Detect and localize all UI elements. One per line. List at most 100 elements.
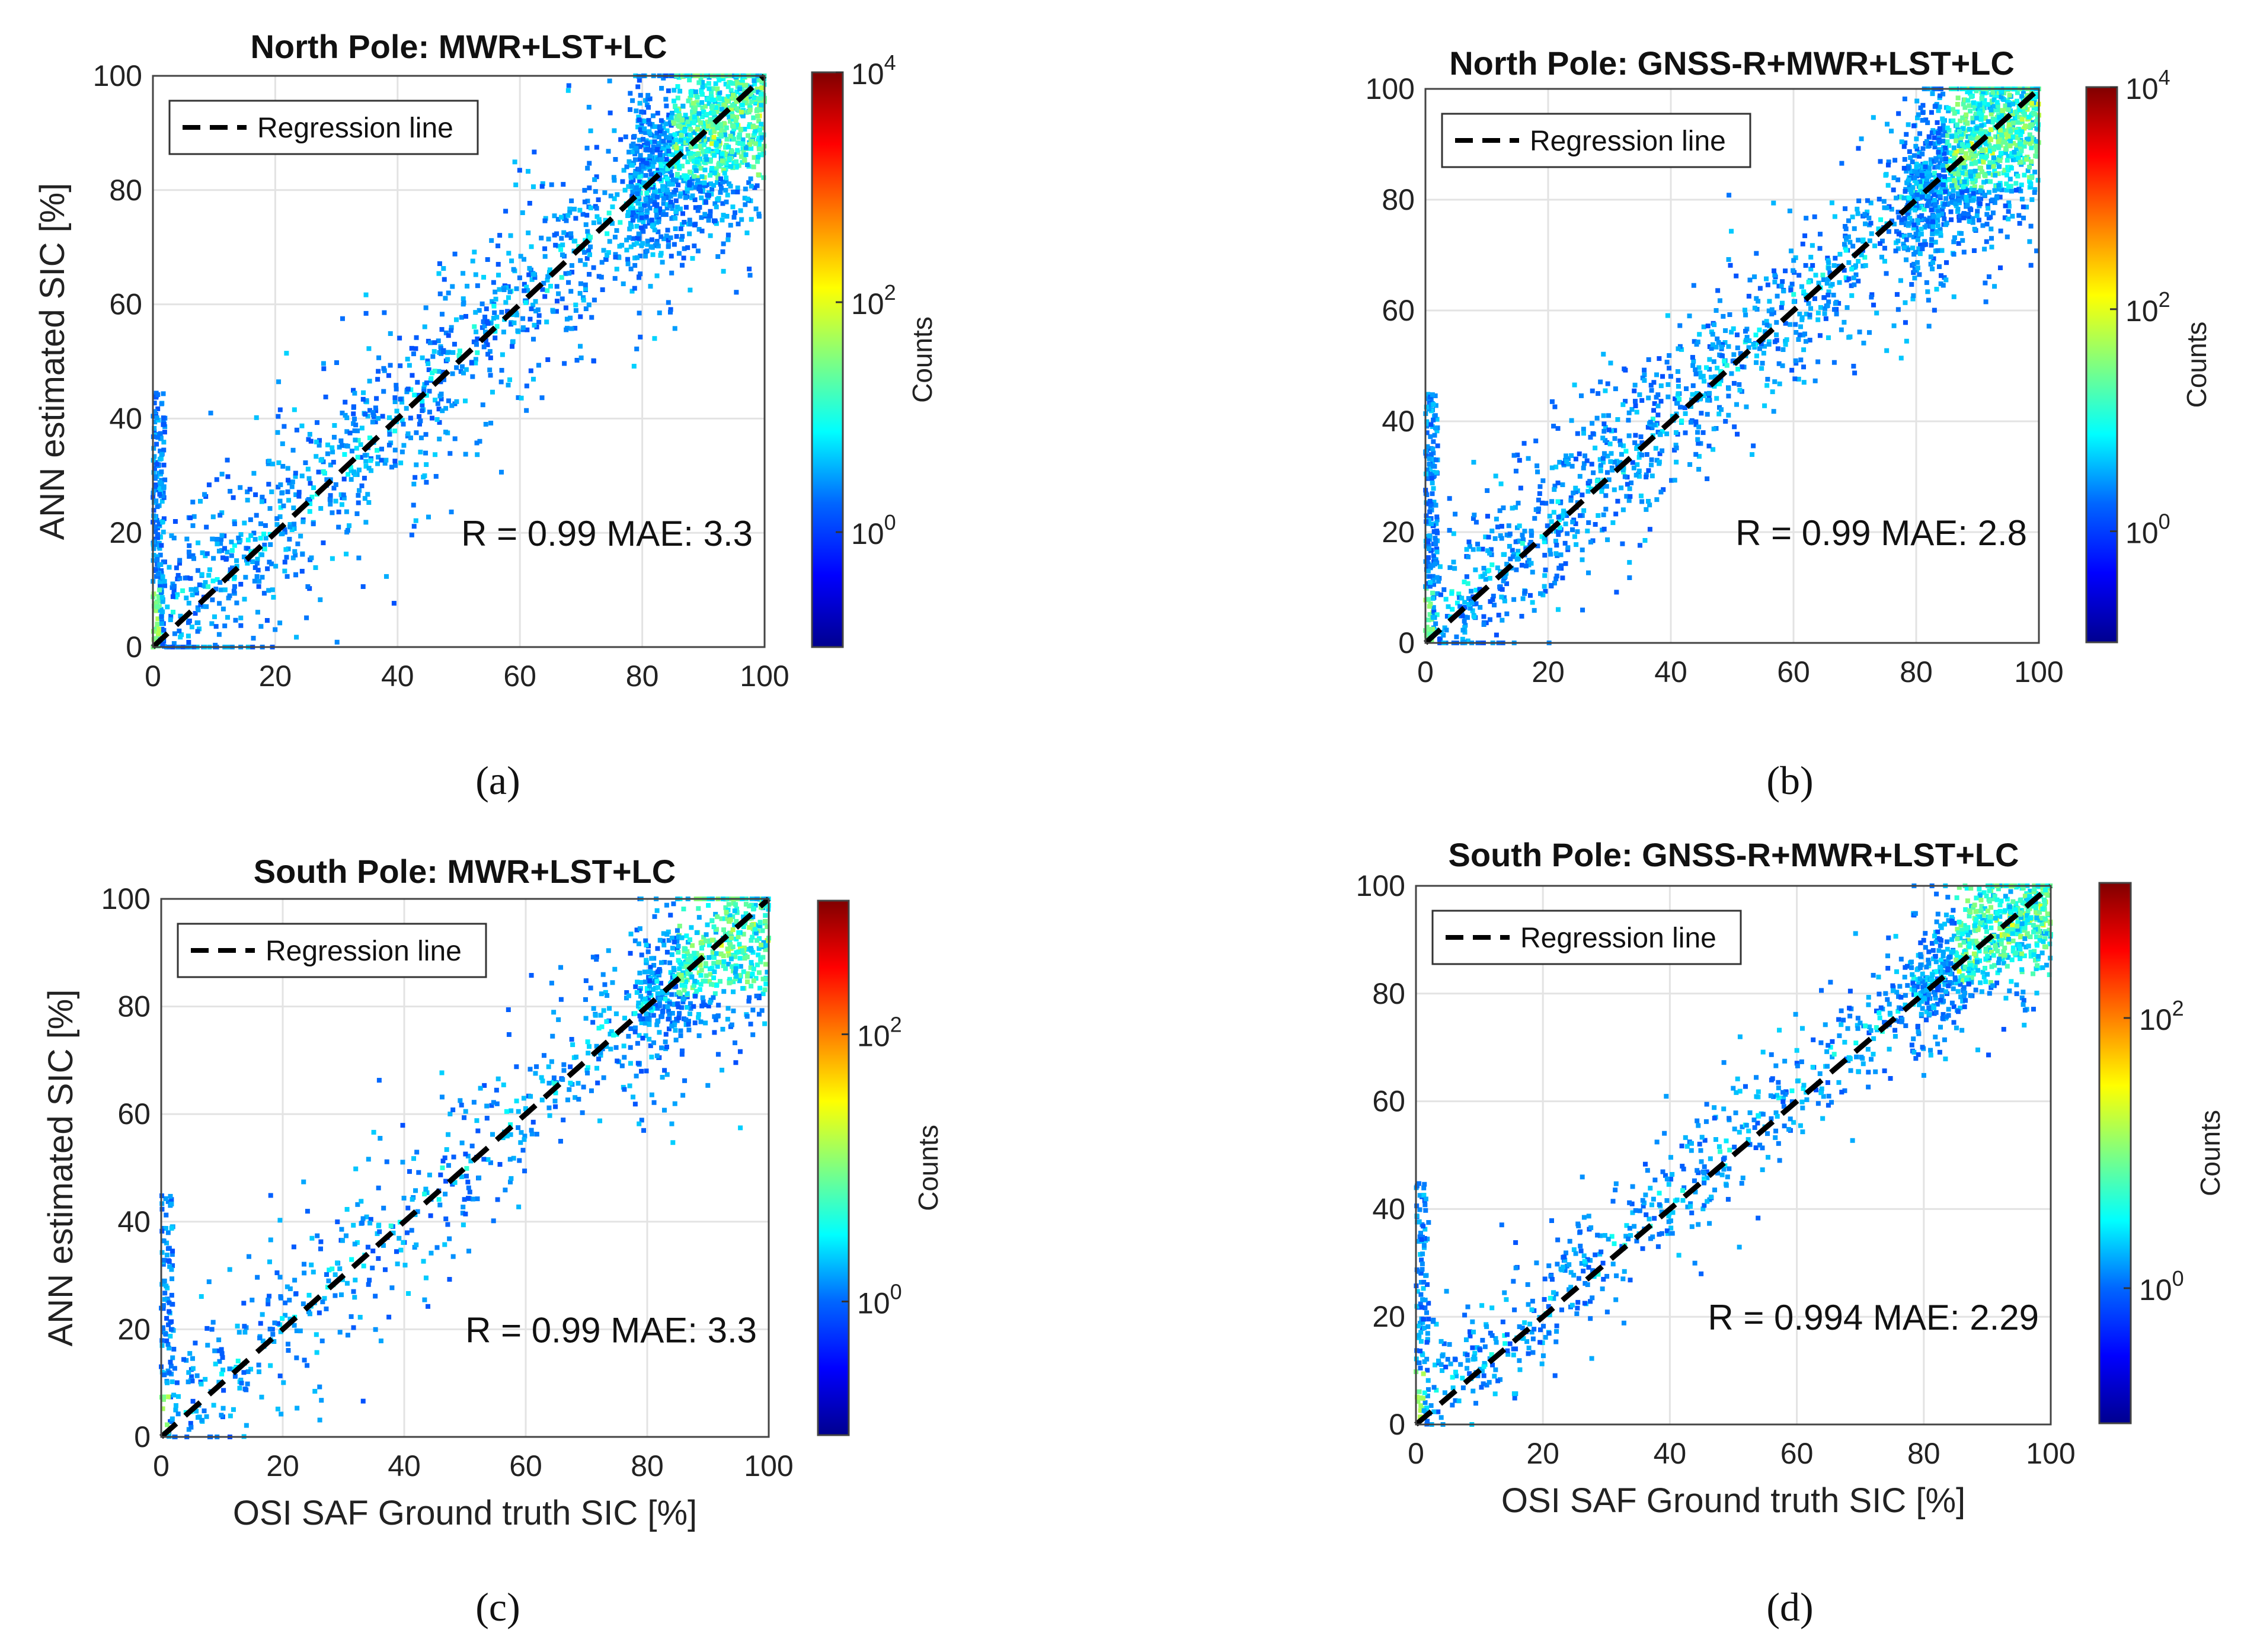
- scatter-point: [2014, 146, 2019, 152]
- scatter-point: [756, 89, 761, 95]
- scatter-point: [664, 233, 669, 239]
- scatter-point: [695, 181, 700, 187]
- scatter-point: [1960, 115, 1965, 120]
- scatter-point: [1510, 505, 1515, 511]
- scatter-point: [354, 428, 360, 434]
- scatter-point: [1704, 391, 1709, 396]
- scatter-point: [658, 188, 663, 194]
- scatter-point: [363, 520, 369, 525]
- scatter-point: [155, 643, 161, 649]
- scatter-point: [666, 300, 671, 305]
- scatter-point: [587, 271, 592, 277]
- scatter-point: [1889, 218, 1894, 223]
- scatter-point: [1922, 216, 1927, 222]
- scatter-point: [755, 78, 760, 83]
- scatter-point: [411, 524, 417, 529]
- scatter-point: [1642, 372, 1647, 377]
- scatter-point: [2000, 140, 2005, 145]
- scatter-point: [1930, 228, 1935, 233]
- scatter-point: [1798, 357, 1804, 363]
- scatter-point: [443, 406, 449, 411]
- scatter-point: [1466, 601, 1472, 607]
- scatter-point: [1713, 308, 1719, 313]
- scatter-point: [1938, 193, 1943, 199]
- scatter-point: [1693, 372, 1699, 377]
- scatter-point: [1868, 220, 1874, 226]
- scatter-point: [503, 300, 509, 305]
- scatter-point: [1866, 215, 1872, 220]
- scatter-point: [1761, 351, 1766, 356]
- scatter-point: [623, 134, 628, 139]
- scatter-point: [1971, 100, 1977, 105]
- scatter-point: [1947, 177, 1952, 183]
- scatter-point: [424, 479, 429, 485]
- scatter-point: [162, 583, 168, 588]
- scatter-point: [1945, 164, 1950, 169]
- scatter-point: [1980, 157, 1986, 162]
- scatter-point: [715, 197, 720, 202]
- scatter-point: [692, 117, 697, 123]
- scatter-point: [321, 361, 326, 366]
- scatter-point: [725, 232, 731, 238]
- scatter-point: [1646, 499, 1651, 504]
- scatter-point: [1431, 500, 1437, 505]
- scatter-point: [193, 587, 198, 593]
- scatter-point: [580, 295, 586, 300]
- scatter-point: [414, 335, 419, 340]
- scatter-point: [628, 206, 633, 211]
- scatter-point: [629, 202, 634, 207]
- scatter-point: [656, 144, 661, 149]
- scatter-point: [2013, 188, 2019, 193]
- scatter-point: [2010, 135, 2016, 140]
- scatter-point: [594, 174, 599, 180]
- scatter-point: [152, 425, 157, 431]
- scatter-point: [420, 402, 425, 408]
- scatter-point: [1784, 337, 1789, 342]
- scatter-point: [404, 406, 409, 411]
- scatter-point: [692, 243, 697, 248]
- scatter-point: [220, 606, 226, 612]
- scatter-point: [591, 265, 596, 270]
- scatter-point: [1961, 101, 1966, 107]
- scatter-point: [1627, 560, 1632, 565]
- scatter-point: [489, 238, 494, 243]
- scatter-point: [1655, 404, 1661, 409]
- scatter-point: [1626, 410, 1632, 415]
- scatter-point: [247, 486, 252, 492]
- scatter-point: [564, 218, 569, 223]
- scatter-point: [1997, 136, 2002, 142]
- scatter-point: [667, 138, 672, 143]
- scatter-point: [362, 453, 367, 458]
- scatter-point: [318, 457, 324, 463]
- scatter-point: [157, 546, 162, 551]
- scatter-point: [2026, 136, 2031, 142]
- scatter-point: [2019, 117, 2025, 122]
- scatter-point: [1466, 539, 1472, 545]
- scatter-point: [427, 409, 432, 415]
- scatter-point: [1929, 110, 1934, 115]
- scatter-point: [353, 437, 358, 443]
- scatter-point: [718, 185, 724, 191]
- scatter-point: [501, 287, 507, 292]
- scatter-point: [741, 155, 747, 161]
- scatter-point: [170, 594, 175, 599]
- scatter-point: [213, 587, 219, 592]
- scatter-point: [1945, 125, 1950, 130]
- scatter-point: [1443, 597, 1449, 602]
- scatter-point: [363, 463, 369, 469]
- scatter-point: [234, 600, 239, 606]
- scatter-point: [1652, 422, 1657, 427]
- scatter-point: [238, 623, 244, 628]
- scatter-point: [1764, 319, 1769, 324]
- scatter-point: [711, 183, 717, 188]
- scatter-point: [740, 137, 746, 142]
- scatter-point: [1948, 209, 1954, 214]
- scatter-point: [1817, 246, 1823, 251]
- scatter-point: [231, 495, 236, 500]
- scatter-point: [487, 349, 493, 354]
- scatter-point: [408, 415, 413, 421]
- scatter-point: [1930, 91, 1935, 97]
- scatter-point: [2006, 135, 2011, 140]
- scatter-point: [157, 456, 162, 462]
- scatter-point: [574, 357, 580, 363]
